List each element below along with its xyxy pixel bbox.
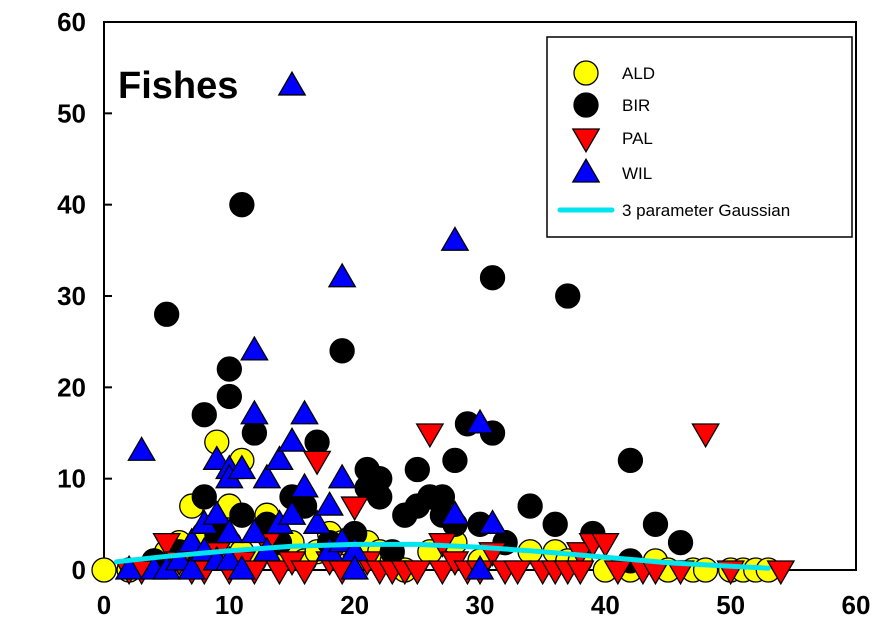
y-tick-label: 40: [57, 190, 86, 220]
point-bir: [617, 447, 644, 474]
point-wil: [327, 463, 357, 489]
point-wil: [252, 463, 282, 489]
point-wil: [127, 436, 156, 461]
point-pal: [766, 560, 796, 586]
point-bir: [191, 484, 217, 510]
fit-curve-layer: [114, 541, 771, 571]
point-bir: [229, 192, 255, 218]
point-wil: [240, 518, 269, 544]
point-bir: [154, 301, 180, 327]
legend: ALD BIR PAL WIL 3 parameter Gaussian: [546, 36, 853, 238]
point-bir: [216, 383, 242, 410]
point-pal: [428, 560, 457, 586]
legend-label-ald: ALD: [622, 64, 655, 83]
point-wil: [290, 472, 319, 498]
point-pal: [591, 532, 620, 558]
y-tick-label: 50: [57, 98, 86, 128]
point-wil: [340, 554, 369, 580]
point-wil: [202, 445, 232, 471]
point-bir: [429, 484, 456, 510]
point-pal: [302, 450, 332, 476]
point-wil: [227, 554, 257, 580]
point-wil: [302, 509, 332, 534]
x-tick-label: 0: [97, 590, 111, 620]
x-tick-label: 60: [842, 590, 871, 620]
point-wil: [215, 518, 244, 544]
point-bir: [216, 356, 242, 382]
x-tick-label: 30: [466, 590, 495, 620]
legend-label-fit: 3 parameter Gaussian: [622, 201, 790, 220]
point-bir: [555, 283, 581, 309]
point-wil: [240, 399, 269, 425]
y-axis: 0 10 20 30 40 50 60: [57, 7, 112, 585]
point-wil: [465, 554, 495, 580]
point-wil: [465, 408, 495, 434]
point-bir: [229, 502, 255, 528]
legend-label-bir: BIR: [622, 96, 650, 115]
y-tick-label: 20: [57, 372, 86, 402]
legend-marker-ald: [573, 60, 599, 86]
point-bir: [542, 511, 568, 537]
legend-label-pal: PAL: [622, 129, 653, 148]
x-tick-label: 10: [215, 590, 244, 620]
chart-annotation: Fishes: [118, 65, 238, 107]
point-wil: [215, 545, 244, 571]
point-wil: [277, 500, 307, 525]
point-wil: [277, 70, 307, 96]
point-wil: [440, 226, 470, 251]
point-wil: [265, 445, 294, 471]
point-wil: [440, 500, 470, 525]
legend-marker-pal: [571, 128, 601, 154]
point-wil: [114, 554, 144, 580]
point-bir: [404, 456, 430, 483]
point-wil: [227, 454, 257, 480]
x-tick-label: 50: [716, 590, 745, 620]
point-wil: [277, 427, 307, 452]
y-tick-label: 0: [72, 555, 86, 585]
y-tick-label: 30: [57, 281, 86, 311]
point-pal: [691, 423, 720, 449]
point-wil: [478, 509, 507, 534]
legend-label-wil: WIL: [622, 164, 652, 183]
point-wil: [327, 262, 357, 288]
point-bir: [329, 338, 355, 364]
point-pal: [340, 496, 369, 522]
point-bir: [191, 402, 217, 428]
point-bir: [517, 493, 543, 519]
point-ald: [692, 557, 719, 583]
point-wil: [240, 335, 269, 361]
point-pal: [603, 560, 633, 586]
point-wil: [202, 500, 232, 525]
point-bir: [304, 429, 330, 455]
point-wil: [290, 399, 319, 425]
point-pal: [415, 423, 445, 449]
point-bir: [479, 265, 506, 291]
legend-marker-wil: [571, 157, 601, 183]
point-wil: [315, 490, 344, 516]
legend-marker-bir: [573, 92, 599, 118]
point-pal: [503, 560, 532, 586]
point-bir: [241, 420, 268, 446]
data-points: [91, 70, 796, 586]
point-wil: [177, 554, 207, 580]
point-bir: [667, 529, 694, 556]
point-wil: [164, 545, 194, 571]
point-bir: [442, 447, 468, 474]
point-pal: [152, 532, 181, 558]
x-tick-label: 20: [340, 590, 369, 620]
point-bir: [642, 511, 669, 537]
point-pal: [565, 560, 595, 586]
gaussian-fit-line: [114, 541, 771, 571]
point-ald: [91, 557, 117, 583]
point-pal: [403, 560, 432, 586]
y-tick-label: 10: [57, 464, 86, 494]
point-bir: [367, 484, 393, 510]
series-wil: [114, 70, 507, 580]
point-pal: [290, 560, 319, 586]
x-tick-label: 40: [591, 590, 620, 620]
y-tick-label: 60: [57, 7, 86, 37]
